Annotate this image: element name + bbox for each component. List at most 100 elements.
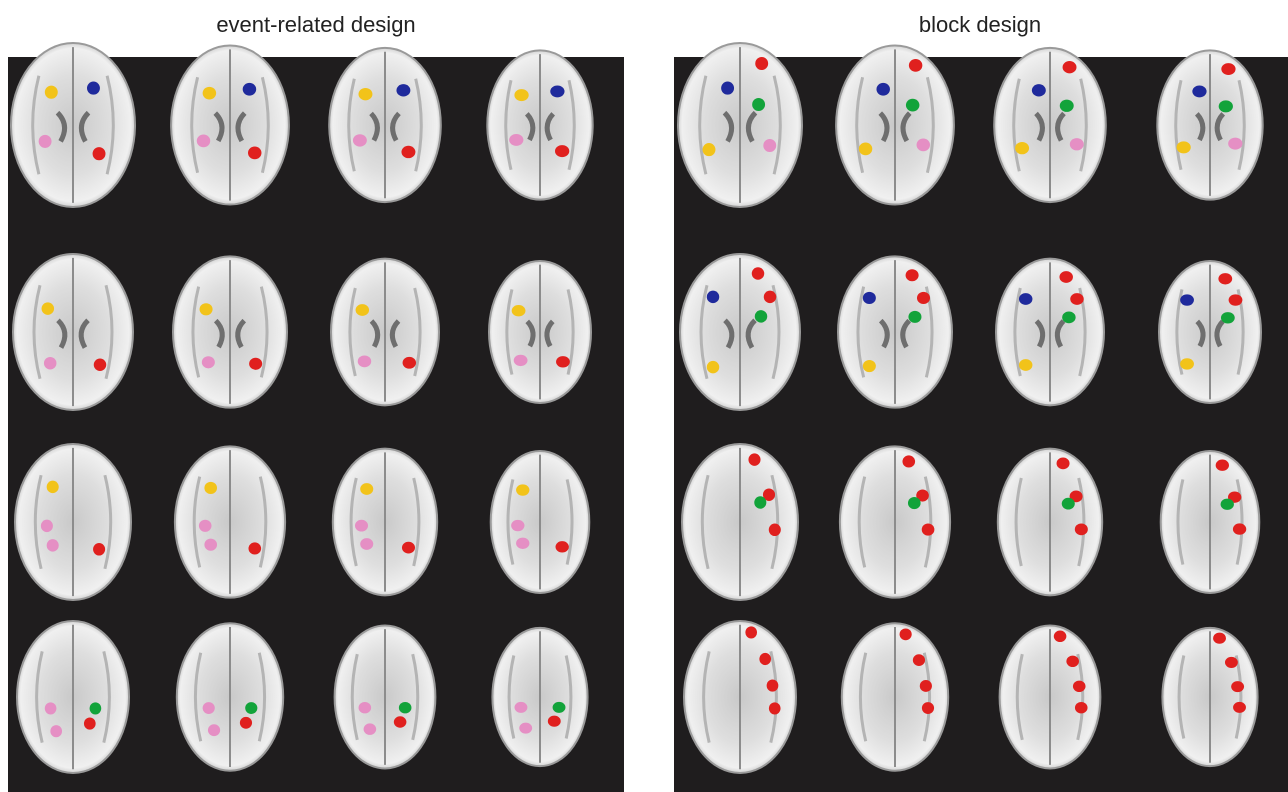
activation (202, 702, 215, 714)
activation (862, 291, 876, 305)
activation (38, 134, 52, 148)
activation (46, 539, 59, 552)
sulcus (190, 76, 200, 174)
activation (921, 523, 935, 536)
ventricle (56, 318, 90, 349)
activation (1069, 490, 1083, 503)
activation (44, 702, 57, 715)
activation (916, 489, 929, 502)
sulcus (567, 79, 576, 171)
brain-slice (1161, 626, 1259, 768)
activation (556, 356, 570, 368)
activation (905, 269, 919, 282)
activation (1018, 359, 1033, 371)
brain-slice (993, 46, 1107, 204)
sulcus (258, 476, 268, 568)
activation (1228, 137, 1243, 150)
sulcus (565, 479, 574, 565)
sulcus (1235, 479, 1244, 565)
sulcus (770, 474, 780, 570)
sulcus (925, 76, 935, 174)
sulcus (698, 75, 708, 175)
sulcus (103, 474, 113, 570)
brain-slice (1156, 49, 1264, 201)
activation (360, 483, 374, 495)
activation (745, 626, 758, 639)
activation (247, 146, 262, 160)
sulcus (700, 474, 710, 570)
activation (1220, 498, 1234, 510)
sulcus (506, 479, 515, 565)
brain-slice (333, 624, 437, 770)
brain-slice (835, 44, 955, 206)
activation (358, 88, 373, 101)
brain-slice (998, 624, 1102, 770)
activation (912, 654, 926, 667)
activation (516, 484, 530, 496)
sulcus (858, 652, 868, 742)
activation (519, 722, 533, 734)
activation (1015, 141, 1030, 155)
activation (766, 679, 779, 692)
brain-slice (175, 622, 285, 772)
activation (1074, 702, 1088, 714)
sulcus (1177, 655, 1186, 739)
sulcus (507, 655, 516, 739)
activation (921, 702, 935, 714)
brain-slice (683, 620, 797, 774)
activation (555, 145, 570, 158)
brain-slice (995, 257, 1105, 407)
brain-slice (837, 255, 953, 409)
activation (93, 543, 106, 556)
sulcus (192, 476, 202, 568)
activation (721, 81, 735, 95)
brain-slice (679, 253, 801, 411)
sulcus (102, 651, 111, 743)
sulcus (856, 286, 866, 378)
activation (1059, 99, 1074, 112)
sulcus (566, 289, 575, 375)
sulcus (1079, 78, 1088, 172)
activation (862, 359, 876, 373)
brain-slice (840, 622, 950, 772)
activation (1061, 497, 1075, 510)
activation (702, 143, 716, 157)
sulcus (257, 652, 267, 742)
activation (763, 138, 777, 153)
brain-slice (488, 260, 592, 404)
sulcus (1175, 289, 1184, 375)
activation (40, 519, 53, 533)
sulcus (32, 284, 42, 380)
ventricle (369, 111, 401, 142)
sulcus (33, 474, 43, 570)
activation (513, 354, 528, 367)
activation (1218, 273, 1233, 285)
sulcus (772, 75, 782, 175)
brain-slice (16, 620, 130, 774)
activation (1233, 701, 1246, 713)
activation (516, 537, 530, 549)
ventricle (1194, 112, 1226, 142)
sulcus (105, 75, 115, 175)
activation (768, 702, 781, 715)
brain-slice (331, 447, 439, 597)
brain-slice (491, 626, 589, 768)
activation (196, 134, 211, 148)
activation (1070, 293, 1084, 305)
brain-slice (996, 447, 1104, 597)
brain-slice (1158, 260, 1262, 404)
activation (202, 86, 217, 100)
activation (207, 724, 221, 737)
activation (916, 291, 931, 305)
activation (398, 702, 412, 714)
activation (1224, 656, 1238, 668)
sulcus (1076, 653, 1085, 741)
activation (754, 496, 767, 509)
activation (363, 723, 377, 735)
brain-slice (330, 257, 440, 407)
brain-slice (173, 445, 287, 599)
activation (706, 290, 720, 304)
sulcus (260, 76, 270, 174)
sulcus (411, 653, 420, 741)
